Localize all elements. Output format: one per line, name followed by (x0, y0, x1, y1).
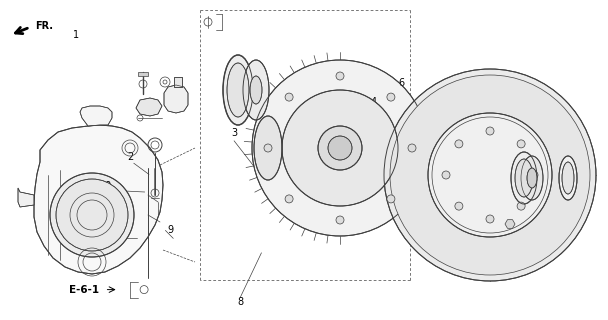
Polygon shape (80, 106, 112, 126)
Ellipse shape (521, 156, 543, 200)
Text: 10: 10 (100, 180, 112, 191)
Circle shape (384, 69, 596, 281)
Circle shape (517, 140, 525, 148)
Ellipse shape (527, 168, 537, 188)
Circle shape (387, 93, 395, 101)
Polygon shape (34, 125, 163, 274)
Polygon shape (505, 220, 515, 228)
Text: 6: 6 (398, 78, 404, 88)
Circle shape (408, 144, 416, 152)
Ellipse shape (511, 152, 537, 204)
Circle shape (530, 171, 538, 179)
Polygon shape (136, 98, 162, 116)
Text: 5: 5 (544, 148, 550, 159)
Text: 4: 4 (371, 97, 377, 108)
Circle shape (455, 140, 463, 148)
Text: E-6-1: E-6-1 (69, 284, 99, 295)
Circle shape (442, 171, 450, 179)
Circle shape (285, 93, 293, 101)
Circle shape (285, 195, 293, 203)
Circle shape (336, 216, 344, 224)
Circle shape (486, 127, 494, 135)
Polygon shape (138, 72, 148, 76)
Text: 1: 1 (87, 217, 93, 228)
Polygon shape (174, 77, 182, 87)
Circle shape (390, 75, 590, 275)
Circle shape (264, 144, 272, 152)
Circle shape (336, 72, 344, 80)
Polygon shape (164, 85, 188, 113)
Circle shape (428, 113, 552, 237)
Text: FR.: FR. (35, 21, 54, 31)
Polygon shape (18, 188, 34, 207)
Circle shape (282, 90, 398, 206)
Ellipse shape (562, 162, 574, 194)
Circle shape (56, 179, 128, 251)
Circle shape (517, 202, 525, 210)
Circle shape (328, 136, 352, 160)
Ellipse shape (250, 76, 262, 104)
Circle shape (50, 173, 134, 257)
Ellipse shape (243, 60, 269, 120)
Text: 11: 11 (92, 235, 105, 245)
Text: 3: 3 (231, 128, 237, 138)
Text: 8: 8 (489, 176, 496, 186)
Ellipse shape (223, 55, 253, 125)
Ellipse shape (227, 63, 249, 117)
Circle shape (387, 195, 395, 203)
Text: 8: 8 (237, 297, 243, 308)
Text: 9: 9 (167, 225, 173, 236)
Text: 7: 7 (87, 206, 93, 216)
Text: 2: 2 (128, 152, 134, 162)
Circle shape (318, 126, 362, 170)
Ellipse shape (515, 159, 533, 197)
Ellipse shape (254, 116, 282, 180)
Circle shape (486, 215, 494, 223)
Circle shape (252, 60, 428, 236)
Circle shape (455, 202, 463, 210)
Ellipse shape (559, 156, 577, 200)
Text: 1: 1 (73, 29, 79, 40)
